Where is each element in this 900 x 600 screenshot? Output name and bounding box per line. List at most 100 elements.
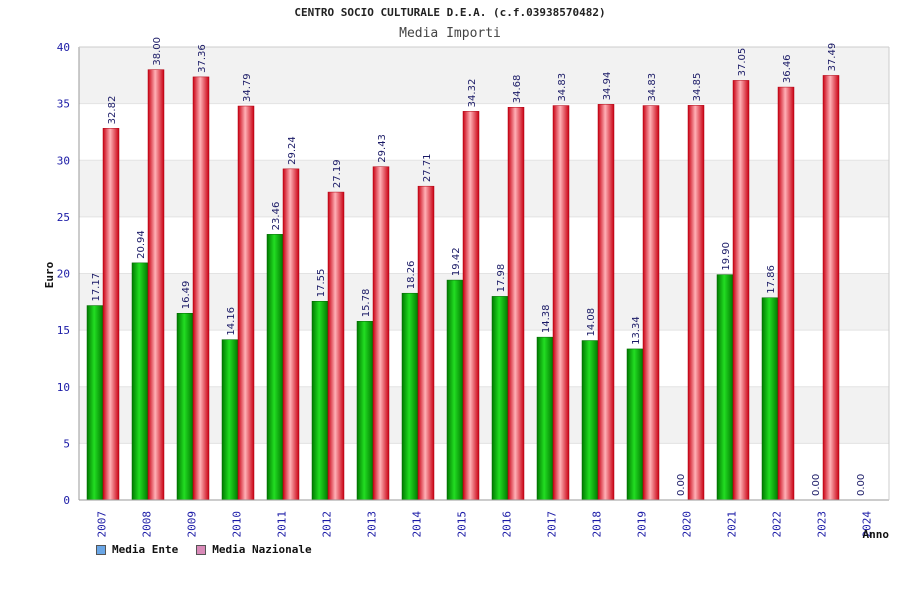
bar-media-ente xyxy=(491,296,509,501)
legend-label-media-nazionale: Media Nazionale xyxy=(212,543,312,556)
y-tick-label: 0 xyxy=(63,494,70,507)
data-label-media-ente: 0.00 xyxy=(811,474,822,496)
x-tick-label: 2015 xyxy=(456,511,469,538)
data-label-media-nazionale: 34.68 xyxy=(512,75,523,104)
legend: Media Ente Media Nazionale xyxy=(96,543,312,556)
data-label-media-ente: 0.00 xyxy=(676,474,687,496)
data-label-media-nazionale: 37.05 xyxy=(737,48,748,77)
plot-band xyxy=(79,386,889,444)
data-label-media-ente: 17.55 xyxy=(316,269,327,298)
x-tick-labels: 2007 2008 2009 2010 2011 2012 2013 2014 2015 2016… xyxy=(96,511,874,538)
data-label-media-ente: 19.42 xyxy=(451,247,462,276)
x-tick-label: 2014 xyxy=(411,511,424,538)
data-label-media-ente: 14.08 xyxy=(586,308,597,337)
bar-media-ente xyxy=(221,339,239,501)
bar-media-nazionale xyxy=(552,105,570,501)
plot-band xyxy=(79,103,889,161)
axes xyxy=(78,46,890,501)
bar-media-nazionale xyxy=(237,105,255,501)
y-tick-label: 5 xyxy=(63,437,70,450)
gridlines xyxy=(79,46,889,501)
bar-media-ente xyxy=(131,262,149,501)
y-tick-labels: 0 5 10 15 20 25 30 35 40 xyxy=(57,41,70,507)
bar-media-ente xyxy=(581,340,599,501)
x-axis-label: Anno xyxy=(863,528,890,541)
plot-band xyxy=(79,330,889,387)
x-tick-label: 2011 xyxy=(276,511,289,538)
chart-subtitle: Media Importi xyxy=(399,26,501,41)
data-label-media-nazionale: 27.19 xyxy=(332,159,343,188)
x-tick-label: 2012 xyxy=(321,511,334,538)
data-labels: 17.17 32.82 20.94 38.00 16.49 37.36 14.16 34.79… xyxy=(91,37,867,496)
bar-media-ente xyxy=(536,336,554,501)
legend-item-media-nazionale: Media Nazionale xyxy=(196,543,312,556)
bar-media-ente xyxy=(401,292,419,501)
x-tick-label: 2019 xyxy=(636,511,649,538)
data-label-media-ente: 13.34 xyxy=(631,316,642,345)
data-label-media-nazionale: 34.94 xyxy=(602,72,613,101)
x-tick-label: 2009 xyxy=(186,511,199,538)
bar-media-ente xyxy=(761,297,779,501)
y-tick-label: 20 xyxy=(57,268,70,281)
legend-item-media-ente: Media Ente xyxy=(96,543,178,556)
legend-swatch-media-ente xyxy=(96,544,106,555)
data-label-media-nazionale: 34.83 xyxy=(557,73,568,102)
bar-media-nazionale xyxy=(462,111,480,501)
data-label-media-ente: 18.26 xyxy=(406,261,417,290)
x-tick-label: 2007 xyxy=(96,511,109,538)
bar-media-ente xyxy=(446,279,464,501)
bar-media-nazionale xyxy=(732,80,750,501)
data-label-media-ente: 15.78 xyxy=(361,289,372,318)
data-label-media-ente: 17.17 xyxy=(91,273,102,302)
data-label-media-nazionale: 34.85 xyxy=(692,73,703,102)
legend-label-media-ente: Media Ente xyxy=(112,543,179,556)
y-tick-label: 25 xyxy=(57,211,70,224)
bar-media-nazionale xyxy=(642,105,660,501)
bar-media-nazionale xyxy=(507,106,525,501)
x-tick-label: 2010 xyxy=(231,511,244,538)
x-tick-label: 2021 xyxy=(726,511,739,538)
bar-media-ente xyxy=(266,234,284,501)
x-tick-label: 2020 xyxy=(681,511,694,538)
y-tick-label: 15 xyxy=(57,324,70,337)
data-label-media-nazionale: 29.24 xyxy=(287,136,298,165)
data-label-media-ente: 14.16 xyxy=(226,307,237,336)
y-tick-label: 40 xyxy=(57,41,70,54)
bar-media-ente xyxy=(356,321,374,501)
data-label-media-ente: 19.90 xyxy=(721,242,732,271)
bar-media-nazionale xyxy=(597,104,615,501)
data-label-media-nazionale: 34.83 xyxy=(647,73,658,102)
plot-band xyxy=(79,47,889,104)
x-tick-label: 2024 xyxy=(861,511,874,538)
legend-swatch-media-nazionale xyxy=(196,544,207,555)
plot-background xyxy=(79,47,889,500)
y-tick-label: 30 xyxy=(57,154,70,167)
x-tick-label: 2016 xyxy=(501,511,514,538)
data-label-media-nazionale: 34.32 xyxy=(467,79,478,108)
data-label-media-nazionale: 32.82 xyxy=(107,96,118,125)
y-tick-label: 35 xyxy=(57,98,70,111)
data-label-media-ente: 16.49 xyxy=(181,281,192,310)
plot-band xyxy=(79,216,889,274)
x-tick-label: 2013 xyxy=(366,511,379,538)
bar-media-nazionale xyxy=(687,105,705,501)
data-label-media-ente: 17.98 xyxy=(496,264,507,293)
bar-media-ente xyxy=(176,313,194,501)
data-label-media-ente: 23.46 xyxy=(271,202,282,231)
bar-media-nazionale xyxy=(372,166,390,501)
data-label-media-nazionale: 38.00 xyxy=(152,37,163,66)
data-label-media-nazionale: 29.43 xyxy=(377,134,388,163)
bar-media-nazionale xyxy=(417,185,435,501)
plot-band xyxy=(79,160,889,217)
data-label-media-ente: 20.94 xyxy=(136,230,147,259)
chart-title: CENTRO SOCIO CULTURALE D.E.A. (c.f.03938… xyxy=(294,6,606,19)
x-tick-label: 2022 xyxy=(771,511,784,538)
data-label-media-ente: 0.00 xyxy=(856,474,867,496)
bar-media-ente xyxy=(716,274,734,501)
data-label-media-nazionale: 34.79 xyxy=(242,73,253,102)
bar-media-nazionale xyxy=(282,168,300,501)
y-tick-label: 10 xyxy=(57,381,70,394)
data-label-media-nazionale: 37.36 xyxy=(197,44,208,73)
bar-media-nazionale xyxy=(102,128,120,501)
